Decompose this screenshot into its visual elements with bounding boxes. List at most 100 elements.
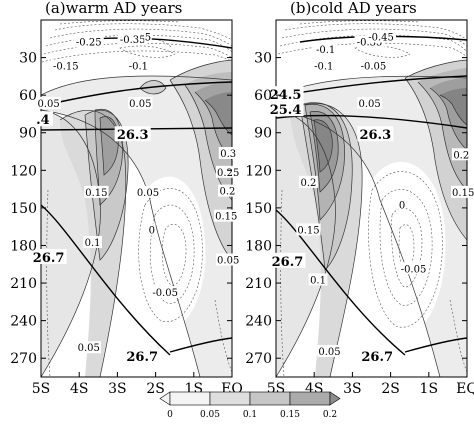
contour-label: -0.05 xyxy=(401,264,427,275)
isotherm-label-bg xyxy=(357,126,394,142)
contour-label-bg xyxy=(215,253,241,266)
colorbar-swatch xyxy=(289,391,331,406)
isotherm-label: 26.7 xyxy=(361,350,393,365)
contour-label-bg xyxy=(311,59,336,72)
y-tick-label: 240 xyxy=(245,314,272,330)
contour-label-bg xyxy=(366,30,397,43)
y-tick-label: 270 xyxy=(10,351,37,367)
x-tick-label: 5S xyxy=(32,381,51,397)
y-tick-label: 120 xyxy=(245,163,272,179)
y-tick-label: 90 xyxy=(254,126,272,142)
contour-label-bg xyxy=(398,262,429,275)
contour-label: -0.05 xyxy=(361,61,387,72)
isotherm-label-bg xyxy=(32,111,53,127)
contour-label-bg xyxy=(128,96,153,109)
y-tick-label: 210 xyxy=(10,276,37,292)
contour-label-bg xyxy=(144,30,152,43)
contour-label: 0.15 xyxy=(297,225,319,236)
isotherm-label: 26.3 xyxy=(359,128,391,143)
contour-label-bg xyxy=(218,147,238,160)
panel-a-frame xyxy=(40,19,233,378)
x-tick-label: 3S xyxy=(343,381,362,397)
colorbar-tick-label: 0.15 xyxy=(280,410,300,420)
contour-label-bg xyxy=(73,35,104,48)
contour-label-bg xyxy=(117,33,148,46)
y-tick-label: 30 xyxy=(254,51,272,67)
contour-label: 0 xyxy=(149,225,155,236)
contour-label-bg xyxy=(357,96,382,109)
contour-label-bg xyxy=(296,223,321,236)
y-tick-label: 180 xyxy=(10,238,37,254)
contour-label: 0.2 xyxy=(453,150,469,161)
contour-label-bg xyxy=(358,59,389,72)
contour-label-bg xyxy=(76,341,101,354)
panel-b-contour-labels: -0.1 -0.35-0.45 -0.1 -0.05 0.05 0.2 0.15 0 0.2 0.… xyxy=(267,30,474,365)
y-tick-label: 60 xyxy=(19,88,37,104)
isotherm-label: 26.7 xyxy=(272,255,304,270)
contour-label: 0.05 xyxy=(137,188,159,199)
isotherm-label: 26.3 xyxy=(117,128,149,143)
contour-label-bg xyxy=(308,273,328,286)
contour-label: 0.05 xyxy=(358,99,380,110)
contour-label-bg xyxy=(36,96,61,109)
y-tick-label: 210 xyxy=(245,276,272,292)
contour-label-bg xyxy=(451,148,471,161)
x-tick-label: 1S xyxy=(420,381,439,397)
panel-b-title: (b)cold AD years xyxy=(290,0,417,17)
contour-label-bg xyxy=(317,344,342,357)
contour-label: 0.15 xyxy=(452,188,474,199)
contour-label: 0.1 xyxy=(85,238,101,249)
panel-a-contour-labels: -0.25 -0.35 5 -0.15 -0.1 0.05 0.05 0.3 0.25 0.2 0.… xyxy=(30,30,241,365)
colorbar-tick-label: 0.05 xyxy=(200,410,220,420)
y-tick-label: 120 xyxy=(10,163,37,179)
contour-label: -0.15 xyxy=(53,61,79,72)
contour-label-bg xyxy=(398,198,406,211)
panel-a-title: (a)warm AD years xyxy=(45,0,182,17)
contour-label: -0.05 xyxy=(152,288,178,299)
contour-label-bg xyxy=(214,209,239,222)
contour-label-bg xyxy=(450,185,474,198)
x-tick-label: 2S xyxy=(381,381,400,397)
isotherm-label: 26.7 xyxy=(33,251,65,266)
contour-label-bg xyxy=(299,175,318,188)
contour-label: 0 xyxy=(399,200,405,211)
contour-label: 0.05 xyxy=(217,256,239,267)
contour-label: -0.35 xyxy=(120,35,146,46)
y-tick-label: 90 xyxy=(19,126,37,142)
contour-label: 0.15 xyxy=(215,212,237,223)
x-tick-label: 2S xyxy=(146,381,165,397)
isotherm-label: 25.4 xyxy=(270,103,302,118)
contour-label: 0.05 xyxy=(129,99,151,110)
y-tick-label: 180 xyxy=(245,238,272,254)
contour-label-bg xyxy=(126,59,151,72)
isotherm-label: .4 xyxy=(36,113,50,128)
contour-label-bg xyxy=(215,165,241,178)
isotherm-label-bg xyxy=(269,252,306,268)
contour-label: 0.05 xyxy=(78,343,100,354)
contour-label: 0.3 xyxy=(220,149,236,160)
contour-label-bg xyxy=(50,59,81,72)
contour-label-bg xyxy=(150,286,181,299)
contour-label: 0.15 xyxy=(85,188,107,199)
isotherm-label-bg xyxy=(267,86,304,102)
contour-label: -0.25 xyxy=(76,38,102,49)
contour-label: 0.05 xyxy=(318,347,340,358)
x-tick-label: EQ xyxy=(456,381,474,397)
y-tick-label: 150 xyxy=(245,201,272,217)
colorbar: 0 0.05 0.1 0.15 0.2 xyxy=(159,391,341,420)
colorbar-tick-label: 0 xyxy=(167,410,173,420)
contour-label: 0.05 xyxy=(38,99,60,110)
colorbar-swatch xyxy=(209,391,251,406)
isotherm-label: 26.7 xyxy=(126,350,158,365)
isotherm-label: 24.5 xyxy=(270,88,302,103)
contour-label: -0.1 xyxy=(314,61,333,72)
contour-label: 0.25 xyxy=(217,168,239,179)
colorbar-swatch xyxy=(169,391,211,406)
isotherm-label-bg xyxy=(114,126,151,142)
contour-label: -0.1 xyxy=(129,61,148,72)
contour-label: -0.35 xyxy=(357,38,383,49)
panel-b-frame xyxy=(275,19,468,378)
panel-a: -0.25 -0.35 5 -0.15 -0.1 0.05 0.05 0.3 0.25 0.2 0.… xyxy=(10,0,243,397)
